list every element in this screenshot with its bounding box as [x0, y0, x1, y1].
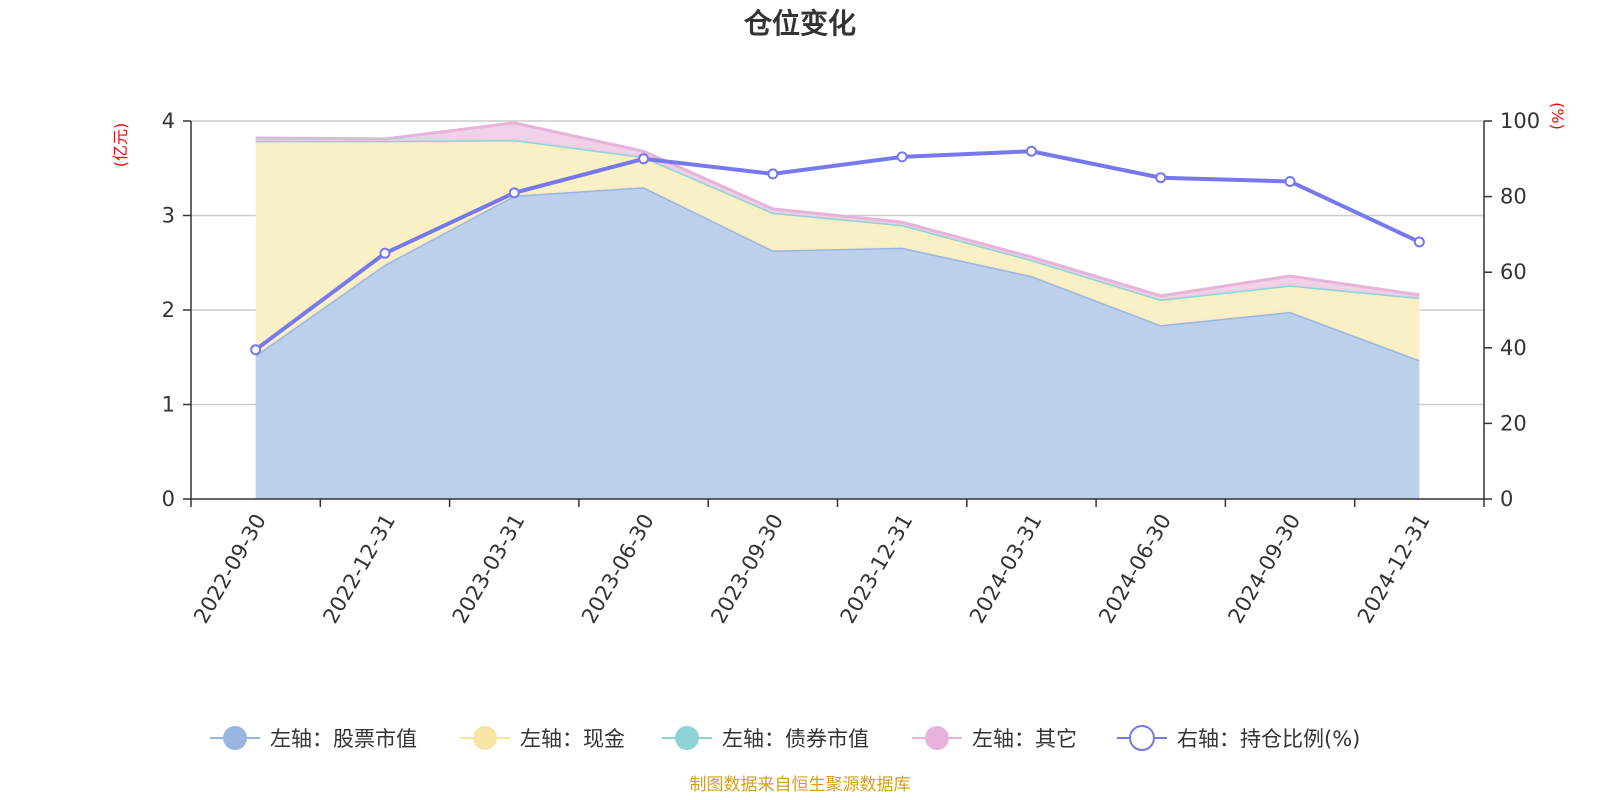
- x-tick-label: 2024-03-31: [965, 510, 1047, 628]
- left-tick-label: 2: [162, 298, 175, 322]
- right-tick-label: 40: [1500, 336, 1527, 360]
- legend-label: 右轴：持仓比例(%): [1177, 727, 1360, 751]
- x-tick-label: 2023-06-30: [577, 510, 659, 628]
- x-tick-label: 2024-09-30: [1223, 510, 1305, 628]
- legend: 左轴：股票市值 左轴：现金 左轴：债券市值 左轴：其它 右轴：持仓比例(%): [210, 725, 1360, 751]
- ratio-point: [1284, 175, 1296, 187]
- legend-item: 右轴：持仓比例(%): [1117, 725, 1360, 751]
- area-左轴：股票市值: [255, 187, 1420, 499]
- legend-marker: [925, 726, 949, 750]
- ratio-point: [767, 168, 779, 180]
- right-tick-label: 80: [1500, 185, 1527, 209]
- left-tick-label: 1: [162, 393, 175, 417]
- ratio-point: [508, 187, 520, 199]
- legend-marker: [1129, 725, 1155, 751]
- x-tick-label: 2024-06-30: [1094, 510, 1176, 628]
- legend-label: 左轴：债券市值: [722, 727, 869, 751]
- right-tick-label: 0: [1500, 487, 1513, 511]
- stacked-areas: [254, 121, 1420, 499]
- legend-item: 左轴：其它: [912, 726, 1077, 751]
- area-edge-左轴：其它: [255, 121, 1420, 298]
- x-tick-label: 2024-12-31: [1353, 510, 1435, 628]
- chart-title: 仓位变化: [744, 7, 856, 40]
- x-tick-label: 2022-09-30: [189, 510, 271, 628]
- ratio-line: [254, 149, 1421, 352]
- area-左轴：其它: [255, 122, 1420, 300]
- right-axis-unit: (%): [1548, 102, 1567, 130]
- ratio-point: [1155, 172, 1167, 184]
- legend-marker: [675, 726, 699, 750]
- data-source: 制图数据来自恒生聚源数据库: [690, 775, 911, 795]
- ratio-point: [1413, 236, 1425, 248]
- ratio-point: [379, 247, 391, 259]
- left-tick-label: 4: [162, 109, 175, 133]
- right-tick-label: 100: [1500, 109, 1540, 133]
- x-tick-label: 2023-12-31: [836, 510, 918, 628]
- legend-marker: [473, 726, 497, 750]
- area-左轴：现金: [255, 139, 1420, 361]
- ratio-point: [1025, 145, 1037, 157]
- ratio-point: [250, 344, 262, 356]
- ratio-point: [638, 153, 650, 165]
- ratio-point: [896, 151, 908, 163]
- legend-item: 左轴：债券市值: [662, 726, 869, 751]
- left-axis-unit: (亿元): [111, 123, 130, 168]
- legend-marker: [223, 726, 247, 750]
- legend-item: 左轴：现金: [460, 726, 625, 751]
- left-tick-label: 3: [162, 204, 175, 228]
- right-tick-label: 60: [1500, 260, 1527, 284]
- right-tick-label: 20: [1500, 411, 1527, 435]
- legend-label: 左轴：股票市值: [270, 727, 417, 751]
- legend-item: 左轴：股票市值: [210, 726, 417, 751]
- x-tick-label: 2023-03-31: [448, 510, 530, 628]
- legend-label: 左轴：现金: [520, 727, 625, 751]
- x-tick-label: 2023-09-30: [706, 510, 788, 628]
- ratio-line-layer: [250, 145, 1425, 356]
- legend-label: 左轴：其它: [972, 727, 1077, 751]
- left-tick-label: 0: [162, 487, 175, 511]
- x-tick-label: 2022-12-31: [318, 510, 400, 628]
